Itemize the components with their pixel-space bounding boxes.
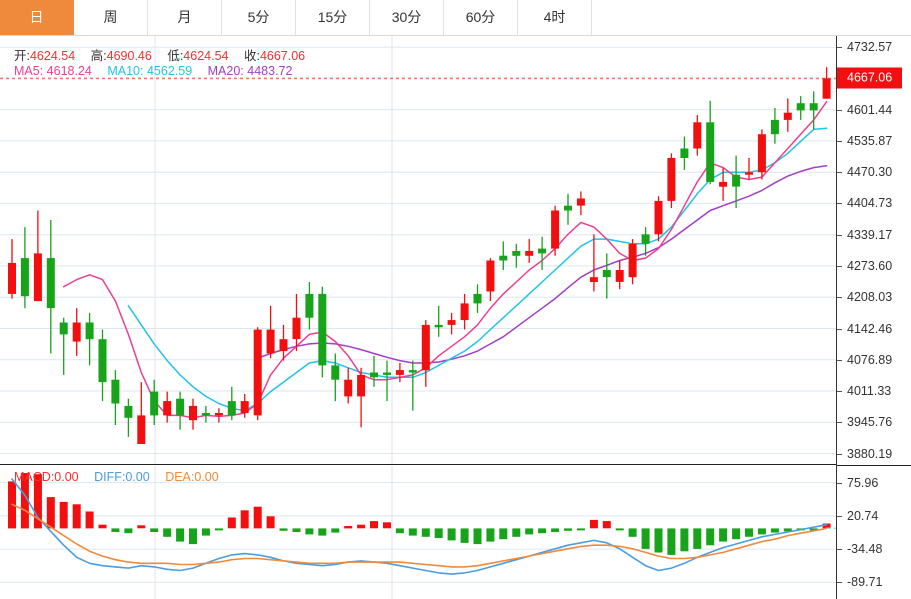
price-axis-tick bbox=[837, 109, 842, 111]
price-axis-tick bbox=[837, 47, 842, 49]
tab-bar-filler bbox=[592, 0, 911, 35]
tab-month[interactable]: 月 bbox=[148, 0, 222, 35]
price-axis: 4732.57 4601.44 4535.87 4470.30 4404.73 4339.… bbox=[836, 36, 911, 599]
price-axis-tick bbox=[837, 140, 842, 142]
price-axis-tick bbox=[837, 172, 842, 174]
current-price-tag: 4667.06 bbox=[837, 67, 902, 89]
price-axis-label: 4142.46 bbox=[847, 321, 893, 336]
price-axis-tick bbox=[837, 391, 842, 392]
price-axis-label: 4208.03 bbox=[847, 290, 893, 305]
price-axis-label: 4011.33 bbox=[847, 384, 892, 398]
price-axis-label: 4404.73 bbox=[847, 196, 893, 211]
price-axis-label: 3880.19 bbox=[847, 446, 893, 461]
price-axis-label: 3945.76 bbox=[847, 415, 893, 430]
price-axis-tick bbox=[837, 265, 842, 267]
price-axis-label: 4732.57 bbox=[847, 40, 893, 55]
tab-5min[interactable]: 5分 bbox=[222, 0, 296, 35]
macd-axis-tick bbox=[837, 515, 842, 517]
macd-axis-tick bbox=[837, 482, 842, 484]
tab-4hour[interactable]: 4时 bbox=[518, 0, 592, 35]
candlestick-chart-panel[interactable] bbox=[0, 36, 836, 465]
price-axis-tick bbox=[837, 203, 842, 205]
macd-axis-label: -89.71 bbox=[847, 575, 883, 590]
price-axis-tick bbox=[837, 234, 842, 236]
price-axis-label: 4535.87 bbox=[847, 133, 893, 148]
candlestick-plot bbox=[0, 36, 836, 464]
price-axis-label: 4470.30 bbox=[847, 165, 893, 180]
tab-15min[interactable]: 15分 bbox=[296, 0, 370, 35]
macd-axis-label: -34.48 bbox=[847, 542, 883, 557]
price-axis-tick bbox=[837, 422, 842, 424]
price-axis-label: 4601.44 bbox=[847, 102, 893, 117]
tab-week[interactable]: 周 bbox=[74, 0, 148, 35]
price-axis-label: 4076.89 bbox=[847, 352, 893, 367]
tab-30min[interactable]: 30分 bbox=[370, 0, 444, 35]
macd-chart-panel[interactable] bbox=[0, 466, 836, 599]
price-axis-label: 4273.60 bbox=[847, 258, 893, 273]
price-axis-tick bbox=[837, 453, 842, 455]
price-axis-tick bbox=[837, 328, 842, 330]
macd-axis-label: 20.74 bbox=[847, 508, 879, 523]
macd-axis-tick bbox=[837, 582, 842, 584]
macd-axis-label: 75.96 bbox=[847, 475, 879, 490]
tab-day[interactable]: 日 bbox=[0, 0, 74, 35]
axis-divider bbox=[836, 465, 911, 466]
macd-plot bbox=[0, 466, 836, 599]
price-axis-tick bbox=[837, 297, 842, 299]
period-tab-bar: 日 周 月 5分 15分 30分 60分 4时 bbox=[0, 0, 911, 36]
macd-axis-tick bbox=[837, 549, 842, 551]
tab-60min[interactable]: 60分 bbox=[444, 0, 518, 35]
price-axis-tick bbox=[837, 359, 842, 361]
price-axis-label: 4339.17 bbox=[847, 227, 893, 242]
